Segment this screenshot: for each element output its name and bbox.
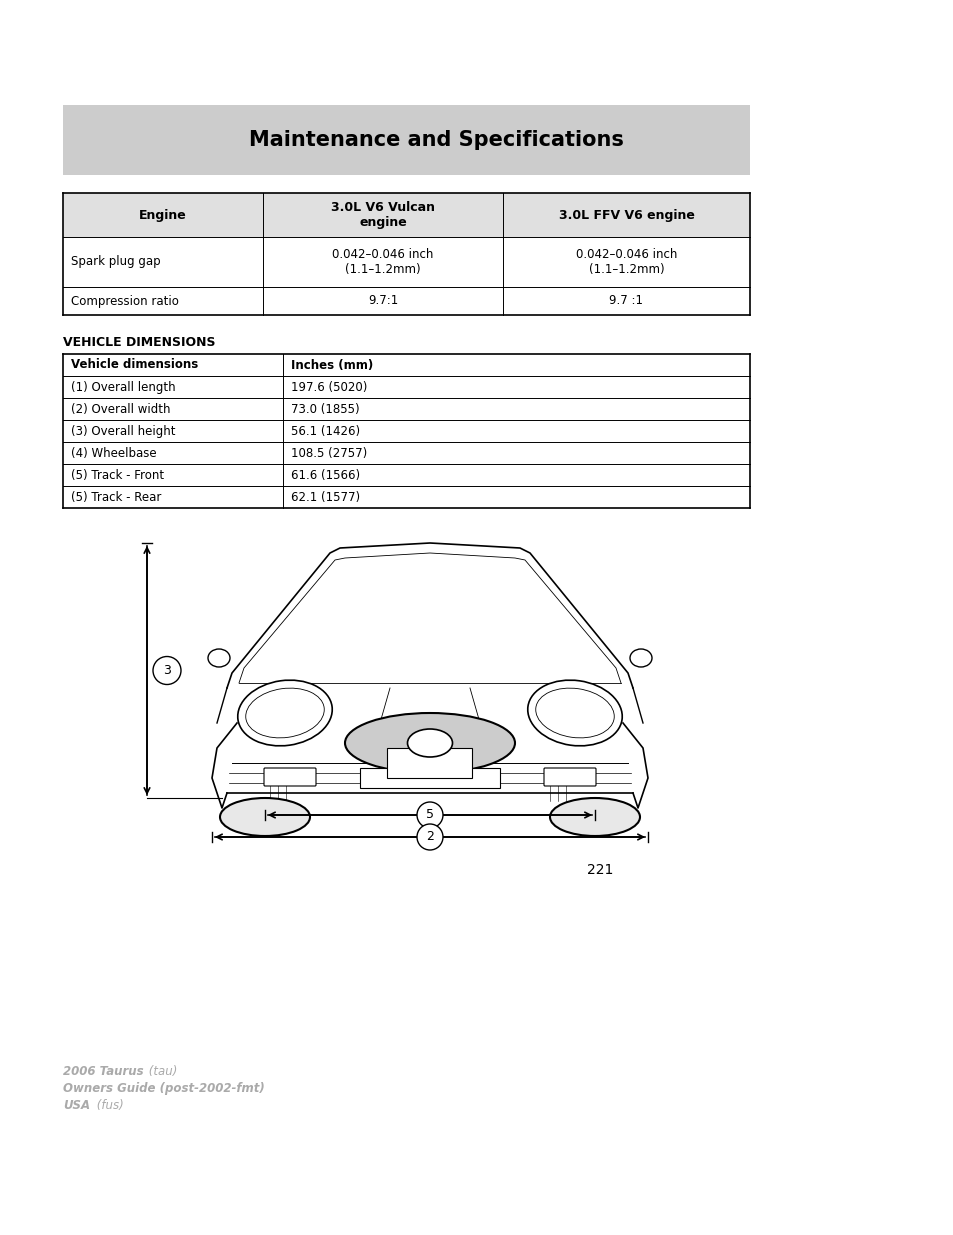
Text: 3: 3: [163, 664, 171, 677]
Text: (tau): (tau): [145, 1065, 177, 1078]
Text: (4) Wheelbase: (4) Wheelbase: [71, 447, 156, 459]
Text: (5) Track - Front: (5) Track - Front: [71, 468, 164, 482]
Text: USA: USA: [63, 1099, 90, 1112]
Circle shape: [416, 802, 442, 827]
Text: Engine: Engine: [139, 209, 187, 221]
FancyBboxPatch shape: [264, 768, 315, 785]
Ellipse shape: [246, 688, 324, 737]
Bar: [359, 768, 499, 788]
Text: 0.042–0.046 inch
(1.1–1.2mm): 0.042–0.046 inch (1.1–1.2mm): [332, 248, 434, 275]
Text: 61.6 (1566): 61.6 (1566): [291, 468, 359, 482]
Ellipse shape: [629, 650, 651, 667]
Text: Inches (mm): Inches (mm): [291, 358, 373, 372]
Text: 2: 2: [426, 830, 434, 844]
Text: 0.042–0.046 inch
(1.1–1.2mm): 0.042–0.046 inch (1.1–1.2mm): [576, 248, 677, 275]
Text: 9.7:1: 9.7:1: [368, 294, 397, 308]
Text: Owners Guide (post-2002-fmt): Owners Guide (post-2002-fmt): [63, 1082, 265, 1095]
Bar: [63, 193, 749, 237]
Ellipse shape: [527, 680, 621, 746]
Text: (1) Overall length: (1) Overall length: [71, 380, 175, 394]
Ellipse shape: [237, 680, 332, 746]
Text: VEHICLE DIMENSIONS: VEHICLE DIMENSIONS: [63, 336, 215, 348]
Circle shape: [416, 824, 442, 850]
FancyBboxPatch shape: [543, 768, 596, 785]
Ellipse shape: [550, 798, 639, 836]
Bar: [63, 105, 749, 175]
Bar: [387, 748, 472, 778]
Circle shape: [152, 657, 181, 684]
Text: 221: 221: [586, 863, 613, 877]
Text: Maintenance and Specifications: Maintenance and Specifications: [249, 130, 623, 149]
Text: Compression ratio: Compression ratio: [71, 294, 179, 308]
Text: 2006 Taurus: 2006 Taurus: [63, 1065, 144, 1078]
Ellipse shape: [345, 713, 515, 773]
Ellipse shape: [536, 688, 614, 737]
Text: Vehicle dimensions: Vehicle dimensions: [71, 358, 198, 372]
Text: (2) Overall width: (2) Overall width: [71, 403, 171, 415]
Text: (fus): (fus): [92, 1099, 124, 1112]
Text: 5: 5: [426, 809, 434, 821]
Ellipse shape: [220, 798, 310, 836]
Text: 56.1 (1426): 56.1 (1426): [291, 425, 359, 437]
Text: 9.7 :1: 9.7 :1: [609, 294, 643, 308]
Ellipse shape: [208, 650, 230, 667]
Text: (5) Track - Rear: (5) Track - Rear: [71, 490, 161, 504]
Text: 3.0L FFV V6 engine: 3.0L FFV V6 engine: [558, 209, 694, 221]
Text: 62.1 (1577): 62.1 (1577): [291, 490, 359, 504]
Ellipse shape: [407, 729, 452, 757]
Text: 108.5 (2757): 108.5 (2757): [291, 447, 367, 459]
Text: (3) Overall height: (3) Overall height: [71, 425, 175, 437]
Text: Spark plug gap: Spark plug gap: [71, 256, 160, 268]
Text: 197.6 (5020): 197.6 (5020): [291, 380, 367, 394]
Text: 73.0 (1855): 73.0 (1855): [291, 403, 359, 415]
Text: 3.0L V6 Vulcan
engine: 3.0L V6 Vulcan engine: [331, 201, 435, 228]
